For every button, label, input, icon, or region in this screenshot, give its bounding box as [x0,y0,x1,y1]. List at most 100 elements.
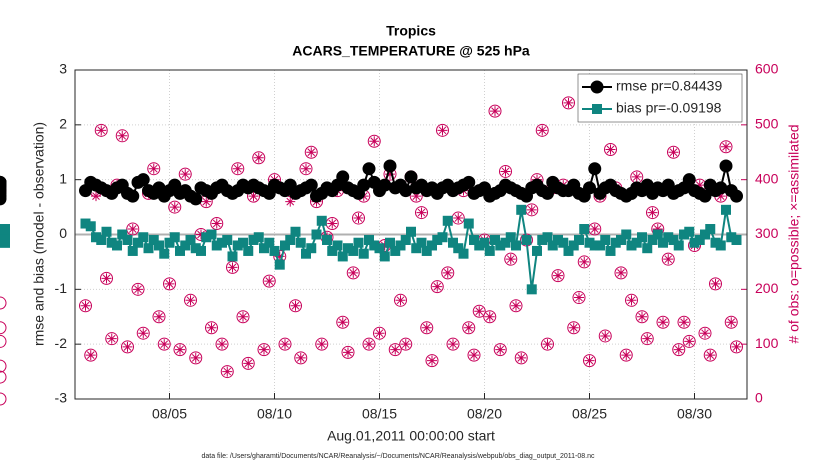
data-point [364,234,374,245]
y-tick-label: 3 [59,61,67,77]
data-point [703,348,717,362]
y-tick-label: 0 [59,225,67,241]
data-point [709,277,722,291]
data-point [541,186,554,200]
data-point [364,339,374,350]
data-point [411,243,422,254]
data-point [337,251,348,262]
legend-marker [592,104,602,114]
data-point [474,306,485,317]
data-point [390,245,401,256]
data-point [463,218,474,229]
data-point [577,255,591,269]
data-point [127,224,138,235]
data-point [196,245,206,256]
data-point [446,337,460,351]
data-point [547,240,558,251]
y2-tick-label: 300 [755,225,779,241]
data-point [652,224,663,235]
data-point [479,237,490,248]
data-point [416,207,427,218]
data-point [80,218,91,229]
data-point [673,240,684,251]
data-point [406,226,416,237]
data-point [169,232,180,243]
data-point [574,292,584,303]
data-point [217,237,227,248]
data-point [85,221,96,232]
data-point [658,317,668,328]
data-point [159,248,170,259]
data-point [568,322,579,333]
data-point [295,352,306,363]
data-point [96,125,107,136]
data-point [290,300,301,311]
data-point [462,321,476,335]
y2-axis-label: # of obs: o=possible; ×=assimilated [786,124,802,343]
data-point [343,347,353,358]
data-point [379,240,390,251]
data-point [705,224,716,235]
data-point [504,252,518,266]
data-point [173,343,187,357]
y2-tick-label: 200 [755,280,779,296]
data-point [385,169,395,180]
data-point [126,222,140,236]
data-point [201,196,212,207]
data-point [332,240,343,251]
y-tick-label: -3 [55,390,68,406]
y2-tick-label: 0 [755,390,763,406]
data-point [705,350,716,361]
data-point [278,337,292,351]
data-point [101,273,112,284]
data-point [679,317,689,328]
data-point [232,163,243,174]
data-point [336,170,350,184]
data-point [122,341,133,352]
data-point [136,326,150,340]
data-point [715,191,726,202]
data-point [710,278,721,289]
data-point [91,232,101,243]
data-point [180,240,191,251]
data-point [642,333,653,344]
data-point [0,334,7,348]
data-point [169,202,180,213]
data-point [252,151,266,165]
data-point [682,334,696,348]
data-point [248,191,259,202]
data-point [488,104,502,118]
data-point [605,245,616,256]
data-point [301,248,311,259]
data-point [115,129,129,143]
data-point [427,355,437,366]
data-point [0,229,10,240]
data-point [236,310,250,324]
data-point [399,337,413,351]
data-point [121,340,134,354]
data-point [138,328,149,339]
data-point [190,352,201,363]
plot-frame [74,69,748,400]
data-point [100,271,113,285]
data-point [105,332,119,346]
data-point [646,206,659,220]
data-point [353,213,364,224]
data-point [595,240,605,251]
data-point [614,266,628,280]
data-point [668,234,679,245]
data-point [206,229,217,240]
data-point [264,276,275,287]
data-point [189,351,203,365]
data-point [304,178,318,192]
data-point [562,96,575,110]
data-point [598,329,612,343]
data-point [698,189,712,203]
data-point [652,229,663,240]
data-point [231,162,245,176]
data-point [215,337,229,351]
chart-subtitle: ACARS_TEMPERATURE @ 525 hPa [292,43,530,59]
y-tick-label: -2 [55,335,68,351]
data-point [91,191,101,202]
data-point [432,281,443,292]
